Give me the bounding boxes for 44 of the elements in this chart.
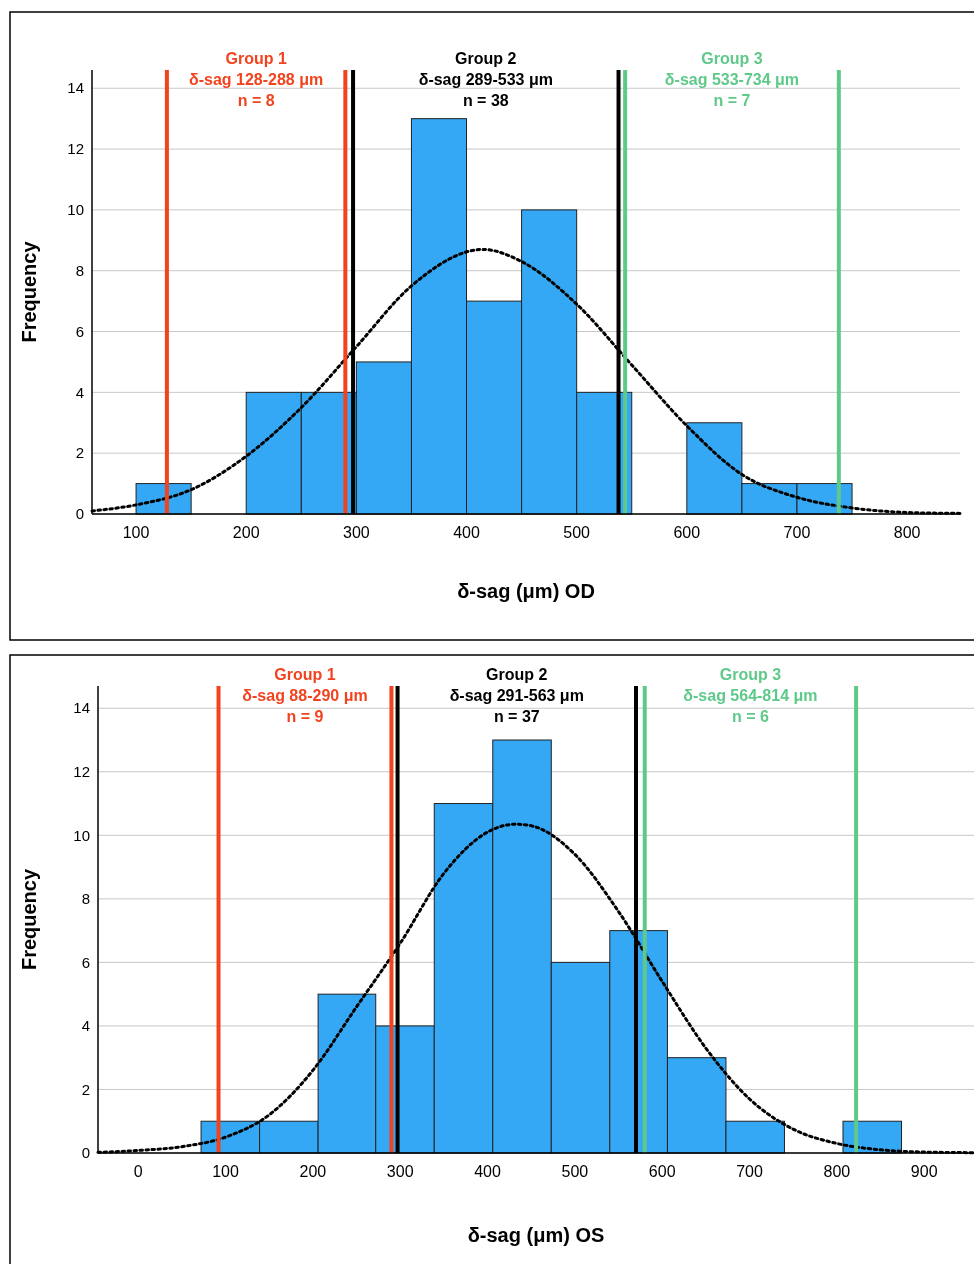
y-tick-label: 6 (75, 322, 84, 340)
x-tick-label: 600 (648, 1163, 676, 1180)
x-tick-label: 800 (893, 524, 921, 541)
y-axis-title: Frequency (18, 868, 40, 971)
x-tick-label: 600 (673, 524, 701, 541)
y-tick-label: 12 (67, 140, 84, 158)
x-tick-label: 700 (736, 1163, 763, 1180)
y-tick-label: 14 (67, 79, 84, 97)
x-tick-label: 200 (232, 524, 260, 541)
y-tick-label: 2 (75, 444, 84, 462)
x-tick-label: 200 (299, 1163, 327, 1180)
y-tick-label: 10 (67, 201, 84, 219)
annotation: Group 2 δ-sag 291-563 μm n = 37 (449, 666, 584, 725)
x-tick-label: 300 (386, 1163, 414, 1180)
y-tick-label: 10 (73, 826, 90, 844)
y-tick-label: 4 (81, 1017, 90, 1035)
annotation: Group 1 δ-sag 128-288 μm n = 8 (189, 50, 324, 109)
annotation: Group 1 δ-sag 88-290 μm n = 9 (242, 666, 368, 725)
x-tick-label: 0 (133, 1163, 143, 1180)
x-axis-title: δ-sag (μm) OD (457, 580, 595, 602)
x-tick-label: 500 (563, 524, 591, 541)
y-axis-title: Frequency (18, 240, 40, 343)
y-tick-label: 8 (81, 890, 90, 908)
y-tick-label: 14 (73, 699, 90, 717)
x-tick-label: 500 (561, 1163, 589, 1180)
y-tick-label: 8 (75, 261, 84, 279)
y-tick-label: 0 (81, 1144, 90, 1162)
y-tick-label: 6 (81, 953, 90, 971)
x-tick-label: 100 (122, 524, 150, 541)
x-tick-label: 300 (343, 524, 370, 541)
annotation: Group 3 δ-sag 564-814 μm n = 6 (683, 666, 818, 725)
y-tick-label: 0 (75, 505, 84, 523)
y-tick-label: 4 (75, 383, 84, 401)
annotation: Group 2 δ-sag 289-533 μm n = 38 (418, 50, 553, 109)
x-tick-label: 400 (474, 1163, 501, 1180)
x-tick-label: 700 (783, 524, 811, 541)
x-axis-title: δ-sag (μm) OS (467, 1224, 605, 1246)
x-tick-label: 900 (910, 1163, 938, 1180)
y-tick-label: 12 (73, 763, 90, 781)
annotation: Group 3 δ-sag 533-734 μm n = 7 (664, 50, 800, 109)
y-tick-label: 2 (81, 1080, 90, 1098)
x-tick-label: 400 (453, 524, 480, 541)
x-tick-label: 100 (212, 1163, 239, 1180)
x-tick-label: 800 (823, 1163, 851, 1180)
